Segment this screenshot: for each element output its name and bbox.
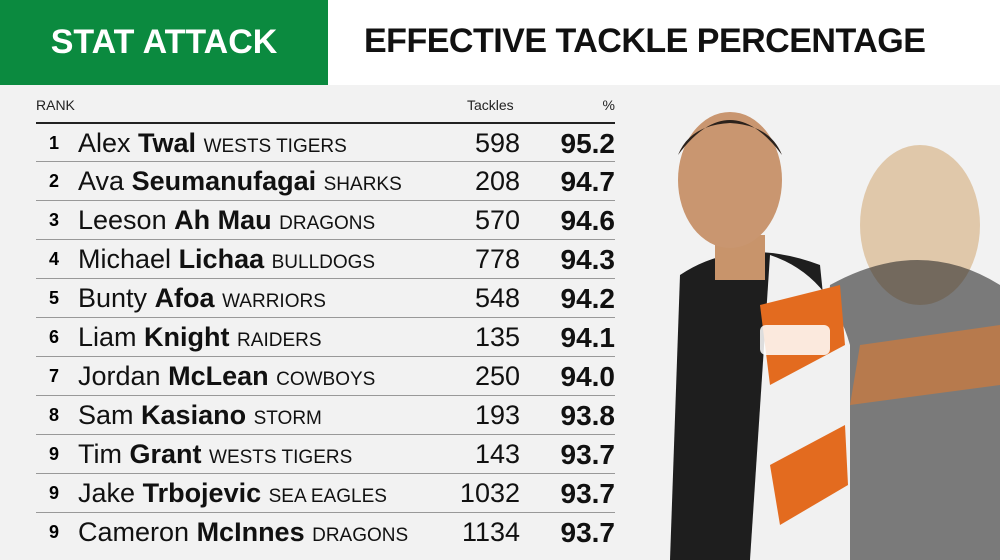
last-name: Knight — [144, 322, 230, 352]
tackles: 778 — [474, 244, 520, 274]
team: DRAGONS — [312, 525, 409, 546]
percentage: 95.2 — [560, 128, 616, 159]
player-name: Alex Twal WESTS TIGERS — [78, 128, 347, 159]
player-photo — [670, 112, 1000, 560]
player-name: Jake Trbojevic SEA EAGLES — [78, 478, 387, 509]
player-name: Sam Kasiano STORM — [78, 400, 322, 431]
last-name: McLean — [168, 361, 269, 391]
percentage: 93.8 — [560, 400, 616, 431]
last-name: Lichaa — [178, 244, 265, 274]
first-name: Cameron — [78, 517, 190, 547]
tackles: 598 — [474, 128, 520, 158]
title-bar — [328, 0, 1000, 85]
percentage: 94.1 — [560, 322, 616, 353]
rank: 2 — [48, 171, 59, 191]
table-row: 7 Jordan McLean COWBOYS 250 94.0 — [36, 356, 615, 396]
rank: 7 — [48, 366, 59, 386]
table-row: 9 Cameron McInnes DRAGONS 1134 93.7 — [36, 512, 615, 552]
first-name: Ava — [78, 166, 125, 196]
table-row: 9 Jake Trbojevic SEA EAGLES 1032 93.7 — [36, 473, 615, 513]
team: BULLDOGS — [271, 252, 376, 273]
column-header: RANK — [36, 97, 75, 113]
table-row: 4 Michael Lichaa BULLDOGS 778 94.3 — [36, 239, 615, 279]
first-name: Jake — [78, 478, 136, 508]
player-name: Ava Seumanufagai SHARKS — [78, 166, 402, 197]
player-name: Liam Knight RAIDERS — [78, 322, 322, 353]
percentage: 94.2 — [560, 283, 616, 314]
tackles: 1134 — [461, 517, 520, 547]
percentage: 94.6 — [560, 205, 616, 236]
tackles: 548 — [474, 283, 520, 313]
tackles: 143 — [474, 439, 520, 469]
rank: 4 — [48, 249, 59, 269]
table-row: 8 Sam Kasiano STORM 193 93.8 — [36, 395, 615, 435]
percentage: 94.7 — [560, 166, 616, 197]
first-name: Bunty — [78, 283, 148, 313]
last-name: Twal — [138, 128, 197, 158]
last-name: Grant — [129, 439, 202, 469]
table-row: 6 Liam Knight RAIDERS 135 94.1 — [36, 317, 615, 357]
tackles: 250 — [474, 361, 520, 391]
table-row: 2 Ava Seumanufagai SHARKS 208 94.7 — [36, 161, 615, 201]
rank: 5 — [48, 288, 59, 308]
rank: 9 — [48, 444, 59, 464]
rank: 6 — [48, 327, 59, 347]
player-name: Leeson Ah Mau DRAGONS — [78, 205, 375, 236]
player-name: Tim Grant WESTS TIGERS — [78, 439, 352, 470]
rank: 3 — [48, 210, 59, 230]
team: STORM — [253, 408, 322, 429]
team: WESTS TIGERS — [209, 447, 353, 468]
tackles: 193 — [474, 400, 520, 430]
player-name: Cameron McInnes DRAGONS — [78, 517, 408, 548]
first-name: Sam — [78, 400, 134, 430]
table-row: 3 Leeson Ah Mau DRAGONS 570 94.6 — [36, 200, 615, 240]
percentage: 94.3 — [560, 244, 616, 275]
first-name: Alex — [78, 128, 131, 158]
team: DRAGONS — [279, 213, 376, 234]
last-name: Seumanufagai — [131, 166, 317, 196]
tackles: 570 — [474, 205, 520, 235]
player-name: Jordan McLean COWBOYS — [78, 361, 375, 392]
percentage: 93.7 — [560, 517, 616, 548]
player-name: Bunty Afoa WARRIORS — [78, 283, 326, 314]
last-name: Trbojevic — [142, 478, 262, 508]
team: WESTS TIGERS — [203, 136, 347, 157]
percentage: 93.7 — [560, 439, 616, 470]
last-name: Kasiano — [141, 400, 247, 430]
column-header: % — [602, 97, 615, 113]
player-name: Michael Lichaa BULLDOGS — [78, 244, 375, 275]
last-name: Afoa — [154, 283, 215, 313]
tackles: 135 — [474, 322, 520, 352]
rank: 9 — [48, 483, 59, 503]
table-row: 9 Tim Grant WESTS TIGERS 143 93.7 — [36, 434, 615, 474]
first-name: Tim — [78, 439, 122, 469]
team: COWBOYS — [276, 369, 376, 390]
title: EFFECTIVE TACKLE PERCENTAGE — [364, 22, 926, 60]
table-row: 1 Alex Twal WESTS TIGERS 598 95.2 — [36, 122, 615, 163]
team: SHARKS — [323, 174, 402, 195]
team: WARRIORS — [222, 291, 326, 312]
last-name: Ah Mau — [174, 205, 272, 235]
rank: 1 — [48, 133, 59, 153]
last-name: McInnes — [196, 517, 305, 547]
badge: STAT ATTACK — [0, 0, 328, 85]
column-header: Tackles — [467, 97, 514, 113]
first-name: Liam — [78, 322, 137, 352]
team: SEA EAGLES — [268, 486, 387, 507]
table-row: 5 Bunty Afoa WARRIORS 548 94.2 — [36, 278, 615, 318]
first-name: Jordan — [78, 361, 161, 391]
first-name: Leeson — [78, 205, 167, 235]
rank: 9 — [48, 522, 59, 542]
tackles: 208 — [474, 166, 520, 196]
percentage: 93.7 — [560, 478, 616, 509]
first-name: Michael — [78, 244, 172, 274]
tackles: 1032 — [459, 478, 520, 508]
rank: 8 — [48, 405, 59, 425]
team: RAIDERS — [237, 330, 322, 351]
percentage: 94.0 — [560, 361, 616, 392]
